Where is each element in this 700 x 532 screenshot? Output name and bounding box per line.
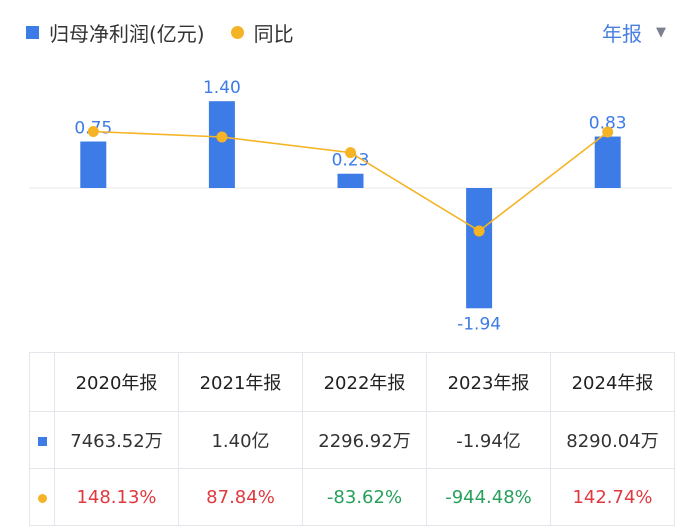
profit-chart: 0.751.400.23-1.940.83 <box>29 78 672 334</box>
yoy-point[interactable] <box>87 126 99 138</box>
table-cell: -1.94亿 <box>426 411 551 469</box>
chevron-down-icon: ▼ <box>656 24 666 40</box>
yoy-point[interactable] <box>216 131 228 143</box>
table-header-cell: 2023年报 <box>426 352 551 412</box>
bar[interactable] <box>594 136 621 188</box>
table-cell: 87.84% <box>178 468 303 526</box>
table-row-yoy: 148.13% 87.84% -83.62% -944.48% 142.74% <box>29 468 675 526</box>
table-cell: 142.74% <box>550 468 675 526</box>
table-header-cell: 2024年报 <box>550 352 675 412</box>
bar-data-label: -1.94 <box>457 314 501 334</box>
table-corner-cell <box>29 352 55 412</box>
bar-series-label[interactable]: 归母净利润(亿元) <box>49 21 205 46</box>
table-cell: 148.13% <box>54 468 179 526</box>
table-cell: 8290.04万 <box>550 411 675 469</box>
table-cell: 2296.92万 <box>302 411 427 469</box>
table-cell: -944.48% <box>426 468 551 526</box>
period-selector-label: 年报 <box>602 21 642 46</box>
bar-series-marker <box>29 411 55 469</box>
table-cell: 7463.52万 <box>54 411 179 469</box>
bar[interactable] <box>80 141 107 189</box>
table-header-cell: 2021年报 <box>178 352 303 412</box>
table-header-cell: 2020年报 <box>54 352 179 412</box>
table-header-cell: 2022年报 <box>302 352 427 412</box>
bar-data-label: 0.83 <box>589 114 627 134</box>
table-cell: 1.40亿 <box>178 411 303 469</box>
table-header-row: 2020年报 2021年报 2022年报 2023年报 2024年报 <box>29 352 675 412</box>
bar[interactable] <box>466 188 493 309</box>
period-selector[interactable]: 年报 ▼ <box>602 14 666 50</box>
table-cell: -83.62% <box>302 468 427 526</box>
bar-data-label: 1.40 <box>203 78 241 98</box>
table-row-profit: 7463.52万 1.40亿 2296.92万 -1.94亿 8290.04万 <box>29 411 675 469</box>
line-series-marker <box>29 468 55 526</box>
yoy-point[interactable] <box>345 147 356 159</box>
yoy-point[interactable] <box>473 225 485 237</box>
yoy-point[interactable] <box>602 126 614 138</box>
chart-legend: 归母净利润(亿元) 同比 <box>26 14 294 50</box>
line-series-swatch <box>230 25 244 39</box>
bar-data-label: 0.23 <box>332 151 370 171</box>
line-series-label[interactable]: 同比 <box>253 21 294 46</box>
bar[interactable] <box>208 101 235 188</box>
bar[interactable] <box>337 173 364 188</box>
bar-series-swatch <box>26 25 39 39</box>
data-table: 2020年报 2021年报 2022年报 2023年报 2024年报 7463.… <box>29 352 675 526</box>
